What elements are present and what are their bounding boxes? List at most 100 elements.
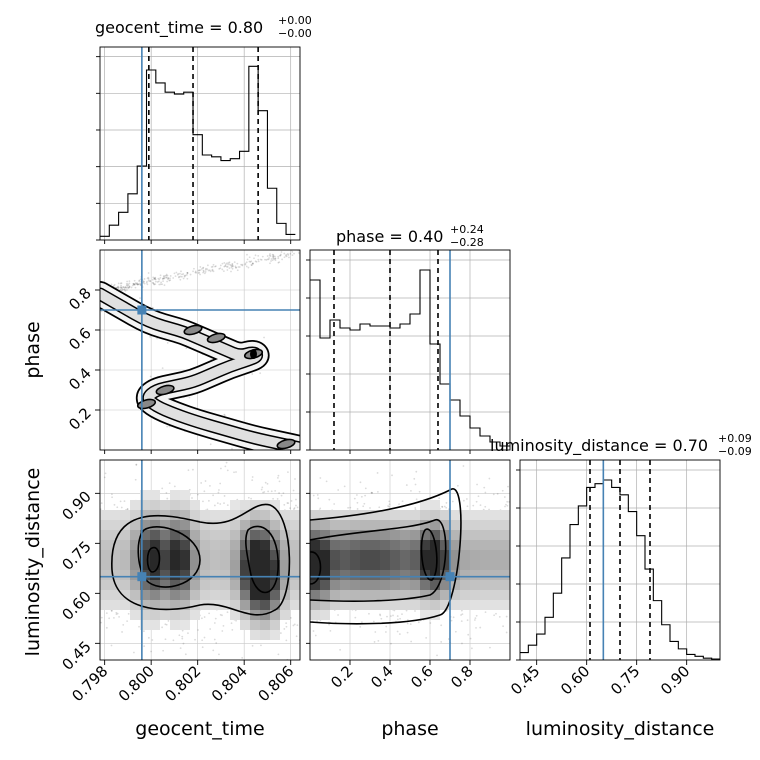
density-cell bbox=[280, 560, 290, 570]
sample-point bbox=[473, 619, 476, 621]
density-cell bbox=[250, 590, 260, 600]
sample-point bbox=[209, 628, 212, 630]
sample-point bbox=[227, 263, 229, 266]
sample-point bbox=[125, 282, 128, 285]
density-cell bbox=[170, 620, 180, 630]
density-cell bbox=[320, 530, 330, 540]
sample-point bbox=[398, 633, 401, 635]
density-cell bbox=[170, 610, 180, 620]
sample-point bbox=[124, 289, 127, 292]
sample-point bbox=[292, 489, 295, 492]
density-cell bbox=[310, 530, 320, 540]
title-geocent-time-base: geocent_time = 0.80 bbox=[95, 18, 263, 38]
sample-point bbox=[263, 491, 266, 493]
density-cell bbox=[330, 550, 340, 560]
sample-point bbox=[221, 630, 224, 632]
sample-point bbox=[158, 278, 161, 281]
density-cell bbox=[390, 540, 400, 550]
density-cell bbox=[280, 570, 290, 580]
sample-point bbox=[147, 636, 150, 639]
sample-point bbox=[230, 265, 233, 268]
hist-panel-luminosity_distance bbox=[520, 460, 720, 660]
density-cell bbox=[220, 590, 230, 600]
sample-point bbox=[266, 255, 269, 257]
density-cell bbox=[320, 570, 330, 580]
density-cell bbox=[220, 540, 230, 550]
sample-point bbox=[484, 505, 487, 508]
density-cell bbox=[150, 600, 160, 610]
sample-point bbox=[113, 283, 116, 286]
sample-point bbox=[178, 634, 181, 637]
density-cell bbox=[490, 520, 500, 530]
sample-point bbox=[296, 506, 299, 509]
density-cell bbox=[500, 520, 510, 530]
density-cell bbox=[370, 540, 380, 550]
density-cell bbox=[240, 530, 250, 540]
sample-point bbox=[173, 485, 176, 488]
density-cell bbox=[130, 500, 140, 510]
title-geocent-time-sub: −0.00 bbox=[278, 27, 312, 40]
sample-point bbox=[410, 640, 413, 643]
sample-point bbox=[414, 483, 417, 486]
sample-point bbox=[372, 620, 375, 623]
density-cell bbox=[150, 500, 160, 510]
sample-point bbox=[495, 612, 497, 615]
sample-point bbox=[364, 487, 367, 490]
density-cell bbox=[180, 550, 190, 560]
density-cell bbox=[150, 520, 160, 530]
sample-point bbox=[211, 269, 214, 272]
density-cell bbox=[270, 600, 280, 610]
panel-frame bbox=[99, 46, 301, 241]
density-cell bbox=[450, 520, 460, 530]
sample-point bbox=[479, 504, 482, 507]
density-cell bbox=[170, 500, 180, 510]
contour-peak-5 bbox=[276, 438, 296, 450]
density-cell bbox=[190, 500, 200, 510]
sample-point bbox=[115, 613, 118, 616]
sample-point bbox=[126, 283, 129, 286]
density-cell bbox=[170, 510, 180, 520]
sample-point bbox=[284, 254, 287, 257]
density-cell bbox=[320, 520, 330, 530]
sample-point bbox=[131, 284, 134, 287]
density-cell bbox=[130, 540, 140, 550]
contour-1 bbox=[137, 526, 201, 588]
sample-point bbox=[207, 269, 210, 272]
sample-point bbox=[274, 259, 277, 262]
density-cell bbox=[320, 600, 330, 610]
sample-point bbox=[289, 507, 291, 510]
sample-point bbox=[278, 455, 280, 457]
sample-point bbox=[196, 453, 198, 455]
density-cell bbox=[170, 490, 180, 500]
sample-point bbox=[161, 685, 163, 687]
density-cell bbox=[130, 530, 140, 540]
density-cell bbox=[210, 590, 220, 600]
density-cell bbox=[390, 510, 400, 520]
density-cell bbox=[270, 520, 280, 530]
sample-point bbox=[135, 464, 138, 466]
sample-point bbox=[244, 263, 247, 266]
sample-point bbox=[376, 472, 379, 474]
density-cell bbox=[360, 570, 370, 580]
panel-frame bbox=[99, 459, 301, 661]
sample-point bbox=[280, 494, 283, 497]
sample-point bbox=[203, 636, 206, 639]
sample-point bbox=[286, 253, 289, 255]
sample-point bbox=[285, 625, 288, 628]
density-cell bbox=[130, 610, 140, 620]
panel-frame bbox=[309, 459, 511, 661]
sample-point bbox=[296, 450, 298, 452]
sample-point bbox=[136, 282, 139, 285]
sample-point bbox=[292, 624, 295, 627]
density-cell bbox=[420, 610, 430, 620]
sample-point bbox=[272, 257, 275, 260]
density-cell bbox=[120, 580, 130, 590]
sample-point bbox=[251, 262, 254, 265]
density-cell bbox=[120, 600, 130, 610]
density-cell bbox=[420, 550, 430, 560]
sample-point bbox=[147, 272, 150, 274]
density-cell bbox=[410, 510, 420, 520]
sample-point bbox=[287, 471, 289, 474]
sample-point bbox=[236, 262, 239, 265]
sample-point bbox=[264, 481, 267, 484]
